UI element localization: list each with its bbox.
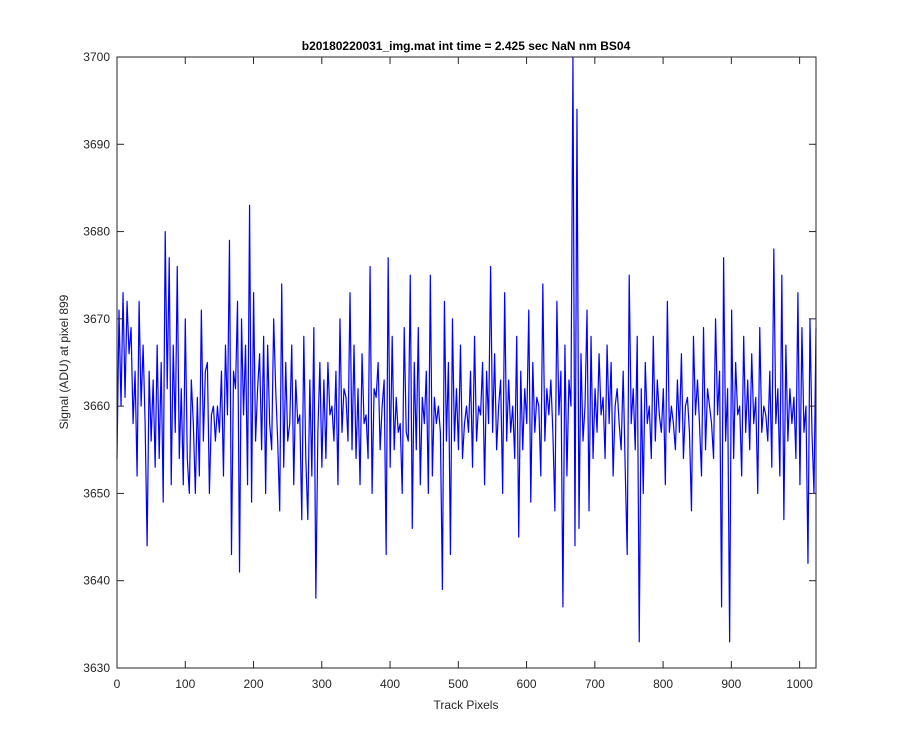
chart-title: b20180220031_img.mat int time = 2.425 se… bbox=[302, 39, 631, 53]
x-axis-label: Track Pixels bbox=[434, 698, 499, 712]
y-tick-label: 3680 bbox=[83, 225, 110, 239]
y-tick-label: 3690 bbox=[83, 137, 110, 151]
y-tick-label: 3660 bbox=[83, 399, 110, 413]
y-tick-label: 3650 bbox=[83, 486, 110, 500]
x-tick-label: 0 bbox=[114, 677, 121, 691]
signal-series-line bbox=[116, 56, 817, 643]
y-tick-label: 3670 bbox=[83, 312, 110, 326]
x-tick-label: 500 bbox=[448, 677, 468, 691]
y-axis-label: Signal (ADU) at pixel 899 bbox=[57, 294, 71, 429]
axes-box bbox=[116, 56, 817, 669]
x-tick-label: 900 bbox=[721, 677, 741, 691]
x-tick-label: 800 bbox=[653, 677, 673, 691]
x-tick-label: 1000 bbox=[786, 677, 813, 691]
tick-layer: 0 100 200 300 400 500 600 700 800 900 1000 3630 3640… bbox=[83, 50, 816, 691]
x-tick-label: 100 bbox=[175, 677, 195, 691]
x-tick-label: 400 bbox=[380, 677, 400, 691]
y-tick-label: 3700 bbox=[83, 50, 110, 64]
x-tick-label: 300 bbox=[312, 677, 332, 691]
x-tick-label: 200 bbox=[244, 677, 264, 691]
x-tick-label: 700 bbox=[585, 677, 605, 691]
x-tick-label: 600 bbox=[517, 677, 537, 691]
series-layer bbox=[116, 56, 817, 643]
y-tick-label: 3630 bbox=[83, 661, 110, 675]
y-tick-label: 3640 bbox=[83, 574, 110, 588]
plot-area bbox=[117, 57, 816, 668]
